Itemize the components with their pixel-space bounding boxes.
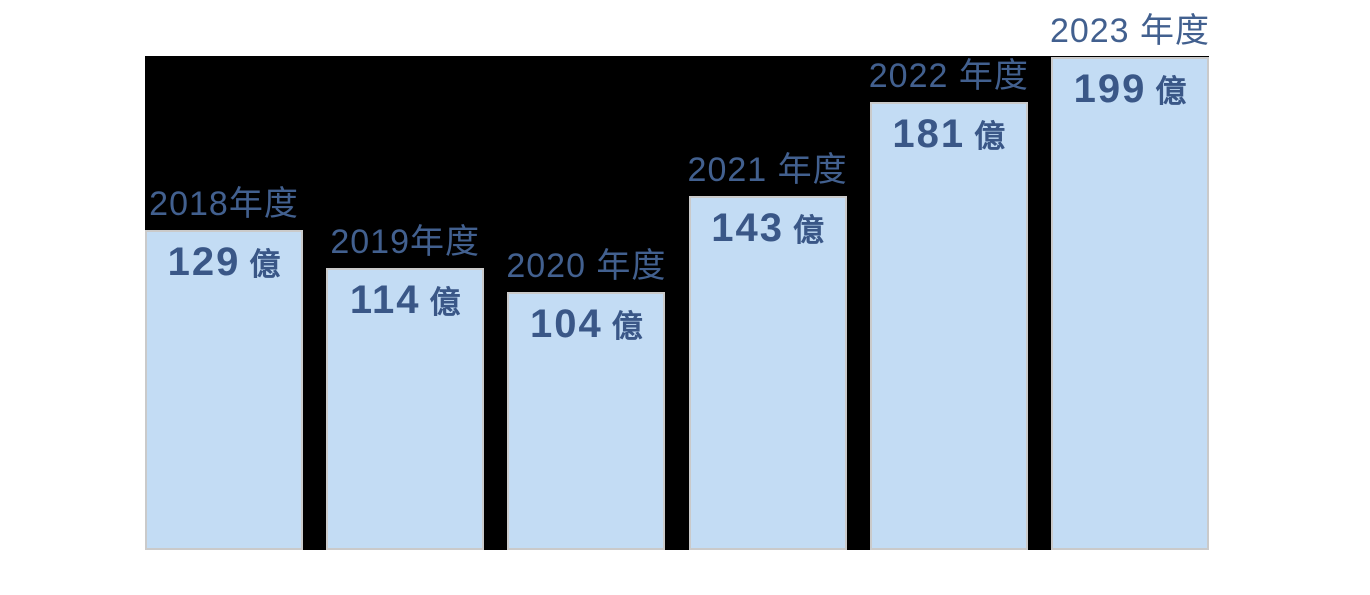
- value-label-2019: 114 億: [328, 280, 482, 320]
- value-number: 199: [1073, 67, 1147, 111]
- value-unit: 億: [974, 119, 1006, 154]
- value-unit: 億: [611, 309, 643, 344]
- value-unit: 億: [249, 247, 281, 282]
- bar-group-2020: 2020 年度 104 億: [506, 249, 666, 550]
- value-number: 104: [530, 302, 603, 346]
- bar-2021: 143 億: [688, 196, 847, 550]
- value-label-2022: 181 億: [872, 114, 1026, 154]
- bar-2022: 181 億: [869, 102, 1028, 550]
- value-unit: 億: [1155, 74, 1187, 109]
- value-label-2021: 143 億: [691, 208, 845, 248]
- year-label-2019: 2019年度: [330, 223, 481, 261]
- bar-group-2022: 2022 年度 181 億: [869, 59, 1028, 550]
- value-number: 143: [711, 206, 784, 250]
- bar-group-2023: 2023 年度 199 億: [1050, 14, 1209, 550]
- year-label-2018: 2018年度: [149, 185, 299, 223]
- value-label-2020: 104 億: [509, 304, 663, 344]
- year-label-2023: 2023 年度: [1049, 12, 1211, 50]
- bar-2018: 129 億: [145, 230, 303, 550]
- year-label-2020: 2020 年度: [506, 247, 667, 285]
- bar-group-2019: 2019年度 114 億: [326, 225, 485, 550]
- bar-group-2018: 2018年度 129 億: [145, 187, 303, 550]
- value-unit: 億: [429, 285, 461, 320]
- bar-2020: 104 億: [507, 292, 666, 550]
- value-number: 181: [892, 112, 966, 156]
- value-label-2018: 129 億: [147, 242, 301, 282]
- value-number: 114: [349, 278, 421, 322]
- chart-background-panel: 2018年度 129 億 2019年度 114 億 2020 年度 104 億 2021 年度 14…: [145, 14, 1209, 550]
- bar-group-2021: 2021 年度 143 億: [688, 153, 847, 550]
- value-unit: 億: [792, 213, 824, 248]
- year-label-2021: 2021 年度: [687, 151, 848, 189]
- value-label-2023: 199 億: [1053, 69, 1207, 109]
- bar-2019: 114 億: [326, 268, 485, 550]
- bar-2023: 199 億: [1051, 57, 1209, 550]
- year-label-2022: 2022 年度: [868, 57, 1029, 95]
- value-number: 129: [167, 240, 241, 284]
